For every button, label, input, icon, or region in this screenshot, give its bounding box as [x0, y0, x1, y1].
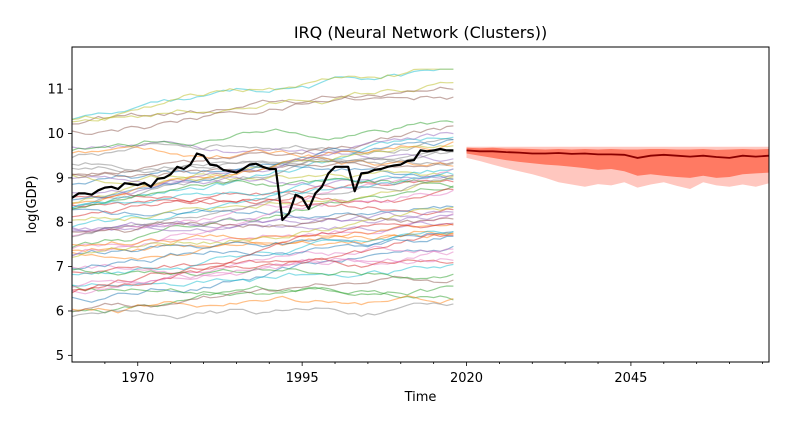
y-tick-label: 5: [56, 349, 64, 364]
forecast-inner-band: [466, 147, 769, 178]
x-axis-label: Time: [404, 390, 437, 405]
x-tick-label: 2020: [450, 371, 483, 386]
x-axis: 1970 1995 2020 2045: [104, 362, 763, 386]
background-series-line: [71, 174, 454, 188]
background-series-line: [71, 177, 454, 238]
chart-title: IRQ (Neural Network (Clusters)): [294, 23, 547, 42]
background-series-line: [71, 120, 454, 151]
background-series-line: [71, 141, 454, 205]
background-series-line: [71, 81, 454, 123]
background-series-line: [71, 235, 454, 256]
background-series-line: [71, 163, 454, 185]
background-series-line: [71, 86, 454, 136]
background-series-line: [71, 171, 454, 208]
background-series-line: [71, 177, 454, 210]
y-tick-label: 6: [56, 304, 64, 319]
background-series-line: [71, 211, 454, 231]
forecast-median-line: [466, 149, 770, 159]
background-series-line: [71, 222, 454, 294]
background-series-line: [71, 275, 454, 313]
y-axis: 5 6 7 8 9 10 11: [47, 83, 72, 364]
y-tick-label: 11: [47, 83, 64, 98]
background-series-line: [71, 230, 454, 276]
y-tick-label: 8: [56, 216, 64, 231]
background-series-line: [71, 68, 454, 121]
background-series-line: [71, 168, 454, 228]
background-series-line: [71, 206, 454, 258]
background-series-line: [71, 302, 454, 320]
background-series-line: [71, 257, 454, 288]
background-series-group: [71, 68, 454, 320]
x-tick-label: 1995: [286, 371, 319, 386]
background-series-line: [71, 268, 454, 280]
background-series-line: [71, 213, 454, 233]
y-tick-label: 9: [56, 171, 64, 186]
y-axis-label: log(GDP): [25, 176, 40, 234]
plot-frame: [71, 46, 770, 363]
background-series-line: [71, 230, 454, 261]
background-series-line: [71, 257, 454, 274]
x-tick-label: 1970: [121, 371, 154, 386]
background-series-line: [71, 205, 454, 220]
y-tick-label: 7: [56, 260, 64, 275]
background-series-line: [71, 233, 454, 292]
background-series-line: [71, 131, 454, 195]
forecast-group: [466, 146, 770, 189]
history-series-line: [71, 147, 454, 222]
background-series-line: [71, 189, 454, 237]
background-series-line: [71, 176, 454, 222]
background-series-line: [71, 185, 454, 249]
background-series-line: [71, 232, 454, 253]
history-group: [71, 147, 454, 222]
plot-background: [72, 47, 769, 362]
background-series-line: [71, 145, 454, 167]
y-tick-label: 10: [47, 127, 64, 142]
background-series-line: [71, 95, 454, 125]
background-series-line: [71, 159, 454, 172]
x-tick-label: 2045: [614, 371, 647, 386]
background-series-line: [71, 284, 454, 301]
